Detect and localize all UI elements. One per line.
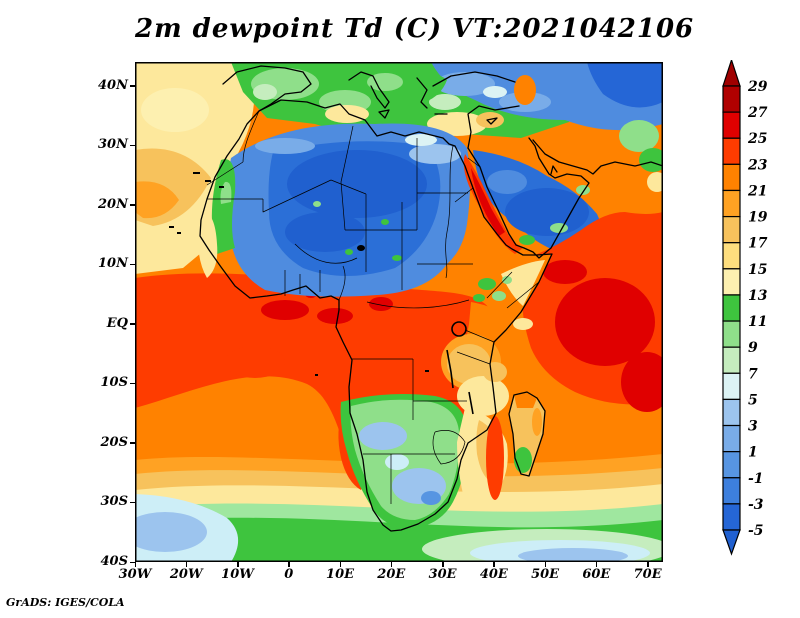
lon-tick-label: 70E [633,567,662,582]
colorbar-tick-label: 1 [748,445,758,461]
lon-tick-label: 10E [326,567,355,582]
lat-tick-label: 40S [100,554,128,569]
colorbar-tick-label: -3 [748,497,764,513]
lat-tick-label: EQ [106,315,128,331]
lat-tickmark [130,204,135,206]
lat-tick-label: 20N [98,196,128,212]
lon-tickmark [442,562,444,567]
colorbar-tick-label: 3 [748,419,758,435]
lon-tickmark [339,562,342,567]
colorbar-tick-label: 9 [748,340,758,356]
lat-tick-label: 40N [98,77,128,93]
colorbar-tick-label: -1 [748,471,764,487]
lon-tick-label: 20W [169,567,203,582]
lat-tickmark [130,442,135,444]
colorbar-segment [722,477,741,505]
colorbar-tick-label: 5 [748,392,758,408]
lat-tickmark [130,382,135,385]
colorbar-tick-label: 21 [747,183,767,199]
lat-tickmark [130,85,135,87]
colorbar-tick-label: 15 [748,262,767,278]
dewpoint-filled-contour-map [135,62,663,562]
grads-credit: GrADS: IGES/COLA [6,596,125,609]
plot-title: 2m dewpoint Td (C) VT:2021042106 [135,14,695,44]
colorbar-tick-label: 23 [747,157,768,173]
lon-tick-label: 0 [284,567,294,582]
lon-tickmark [288,562,290,567]
colorbar-segment [722,268,741,296]
lon-tick-label: 50E [531,567,560,582]
colorbar-segment [722,424,741,453]
colorbar-segment [722,372,741,401]
lon-tickmark [390,562,393,567]
colorbar-segment [722,503,741,531]
colorbar-svg: 29 27 25 23 21 19 17 15 13 11 9 7 5 3 1 -1 -3 -5 [722,58,768,556]
lat-tick-label: 10N [98,256,128,272]
lat-tickmark [130,561,135,563]
colorbar-segment [722,320,741,348]
lat-tick-label: 30S [100,494,128,510]
colorbar: 29 27 25 23 21 19 17 15 13 11 9 7 5 3 1 -1 -3 -5 [722,58,794,568]
colorbar-segment [722,451,741,479]
colorbar-tick-label: 7 [748,366,758,382]
lat-tickmark [130,501,135,504]
colorbar-segment [722,398,741,427]
lon-tickmark [134,562,136,567]
colorbar-segment [722,346,741,374]
colorbar-tick-label: 29 [747,79,768,95]
lat-tick-label: 20S [100,434,128,450]
colorbar-segment [722,215,741,244]
colorbar-segment [722,85,741,113]
lon-tick-label: 40E [479,567,508,582]
colorbar-segment [722,163,741,192]
lon-tickmark [237,562,239,567]
lon-tick-label: 30E [428,567,457,582]
lon-tick-label: 20E [377,567,406,582]
colorbar-tick-label: 13 [748,288,768,304]
lon-tickmark [185,562,188,567]
colorbar-tick-label: 17 [748,236,768,252]
colorbar-below-range-arrow [722,529,741,556]
lat-tick-label: 10S [100,375,128,391]
lat-tickmark [130,323,135,325]
colorbar-segment [722,111,741,139]
colorbar-above-range-arrow [722,58,741,87]
lat-tickmark [130,263,135,266]
colorbar-segment [722,242,741,270]
colorbar-tick-label: -5 [748,523,764,539]
map-plot-area [135,62,663,562]
lon-tickmark [544,562,547,567]
lat-tick-label: 30N [98,137,128,153]
colorbar-tick-label: 19 [748,210,768,226]
lon-tick-label: 10W [221,567,254,582]
colorbar-tick-label: 11 [748,314,767,330]
lon-tick-label: 60E [582,567,611,582]
lat-tickmark [130,144,135,147]
colorbar-segment [722,294,741,322]
lon-tickmark [647,562,649,567]
lon-tickmark [493,562,495,567]
colorbar-segment [722,189,741,218]
lon-tick-label: 30W [118,567,152,582]
colorbar-segment [722,137,741,165]
lon-tickmark [595,562,598,567]
colorbar-tick-label: 25 [747,131,767,147]
colorbar-tick-label: 27 [747,105,768,121]
